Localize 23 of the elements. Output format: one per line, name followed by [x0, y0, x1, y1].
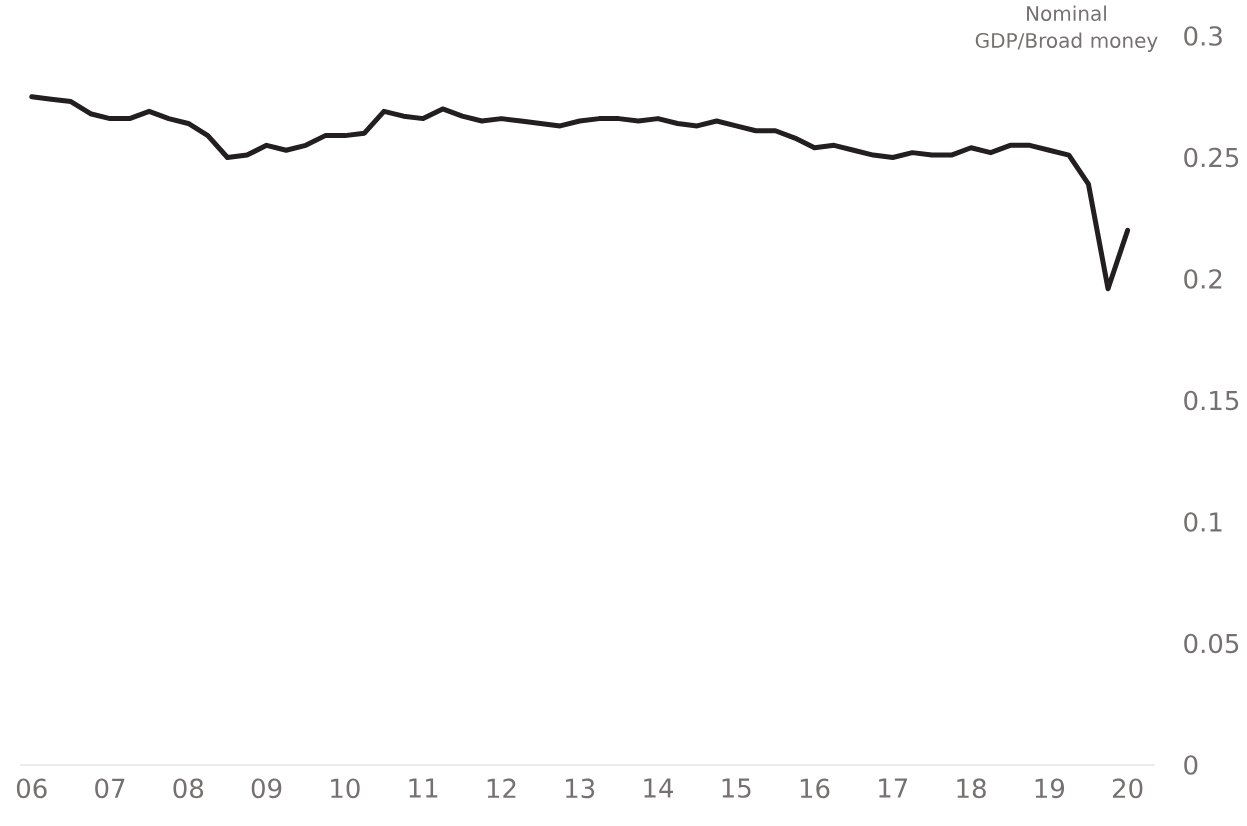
x-tick-label: 14	[644, 778, 674, 798]
x-tick-label: 08	[173, 778, 204, 799]
x-tick-label: 11	[409, 778, 438, 798]
y-tick-label: 0.05	[1184, 633, 1239, 654]
y-axis-title: Nominal GDP/Broad money	[975, 5, 1158, 52]
x-tick-label: 19	[1035, 778, 1065, 799]
y-tick-label: 0.15	[1184, 390, 1239, 411]
y-tick-label: 0	[1184, 755, 1198, 775]
y-tick-label: 0.1	[1184, 512, 1222, 532]
y-tick-label: 0.3	[1184, 26, 1222, 46]
x-tick-label: 10	[331, 778, 360, 799]
x-tick-label: 07	[95, 778, 125, 799]
y-tick-label: 0.2	[1184, 269, 1222, 289]
x-tick-label: 17	[879, 778, 908, 798]
x-tick-label: 18	[957, 778, 986, 799]
x-tick-label: 06	[16, 778, 47, 799]
x-tick-label: 12	[487, 778, 516, 798]
x-tick-label: 15	[722, 778, 751, 798]
y-tick-label: 0.25	[1184, 147, 1239, 168]
x-tick-label: 20	[1112, 778, 1143, 799]
x-tick-label: 16	[800, 778, 830, 799]
x-tick-label: 09	[251, 778, 282, 799]
x-tick-label: 13	[565, 778, 595, 799]
